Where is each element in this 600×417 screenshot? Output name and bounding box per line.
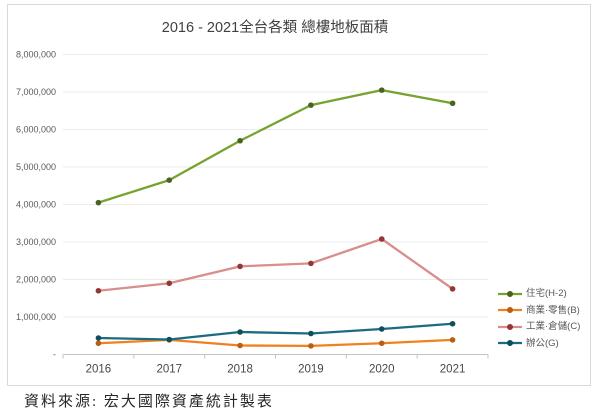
series-line [97,88,454,204]
data-point-marker [449,320,456,327]
legend-item: 商業·零售(B) [497,304,580,316]
y-tick-label: 5,000,000 [16,162,56,172]
plot-area: 8,000,000 7,000,000 6,000,000 5,000,000 4,00… [16,50,489,376]
series-line [97,338,454,348]
data-point-marker [308,343,314,349]
data-point-marker [166,336,173,343]
legend: 住宅(H-2) 商業·零售(B) 工業·倉儲(C) 辦公(G) [497,289,580,348]
data-point-marker [449,286,456,292]
y-tick-label: 3,000,000 [16,237,56,247]
data-point-marker [166,177,173,183]
legend-item: 工業·倉儲(C) [497,322,580,332]
y-tick-label: 4,000,000 [16,200,56,210]
data-point-marker [237,263,243,270]
legend-label: 住宅(H-2) [526,288,567,299]
y-tick-label: - [53,350,56,360]
legend-swatch-icon [498,290,522,297]
legend-label: 工業·倉儲(C) [526,321,581,332]
data-point-marker [95,340,102,347]
data-point-marker [166,280,173,287]
legend-item: 住宅(H-2) [497,289,580,299]
x-tick-label: 2019 [298,364,324,376]
y-tick-label: 8,000,000 [16,50,56,60]
legend-swatch-icon [498,340,522,347]
series-line [97,322,454,341]
data-point-marker [378,326,385,332]
y-tick-label: 7,000,000 [16,87,56,97]
legend-item: 辦公(G) [497,337,580,349]
data-point-marker [378,340,385,347]
legend-label: 辦公(G) [526,337,559,349]
data-point-marker [378,87,385,93]
data-point-marker [237,342,243,349]
data-point-marker [308,260,314,267]
data-point-marker [95,199,102,206]
y-tick-label: 2,000,000 [16,275,56,285]
chart-frame: 8,000,000 7,000,000 6,000,000 5,000,000 4,00… [7,4,591,386]
data-point-marker [237,137,243,144]
legend-swatch-icon [498,307,522,314]
data-point-marker [449,100,456,107]
data-point-marker [308,330,314,337]
y-tick-label: 1,000,000 [16,312,56,322]
x-tick-label: 2016 [86,364,112,376]
x-tick-label: 2021 [440,364,466,376]
data-point-marker [449,337,456,343]
x-tick-label: 2017 [156,364,182,376]
data-point-marker [95,335,102,341]
series-line [97,237,454,292]
y-tick-label: 6,000,000 [16,125,56,135]
legend-swatch-icon [498,323,522,330]
data-point-marker [308,102,314,108]
data-point-marker [237,329,243,335]
chart-title: 2016 - 2021全台各類 總樓地板面積 [161,20,389,36]
x-tick-label: 2018 [227,364,253,376]
x-tick-label: 2020 [369,364,395,376]
data-point-marker [378,236,385,242]
data-point-marker [95,287,102,294]
legend-label: 商業·零售(B) [526,304,580,316]
source-note: 資料來源: 宏大國際資產統計製表 [24,394,274,410]
